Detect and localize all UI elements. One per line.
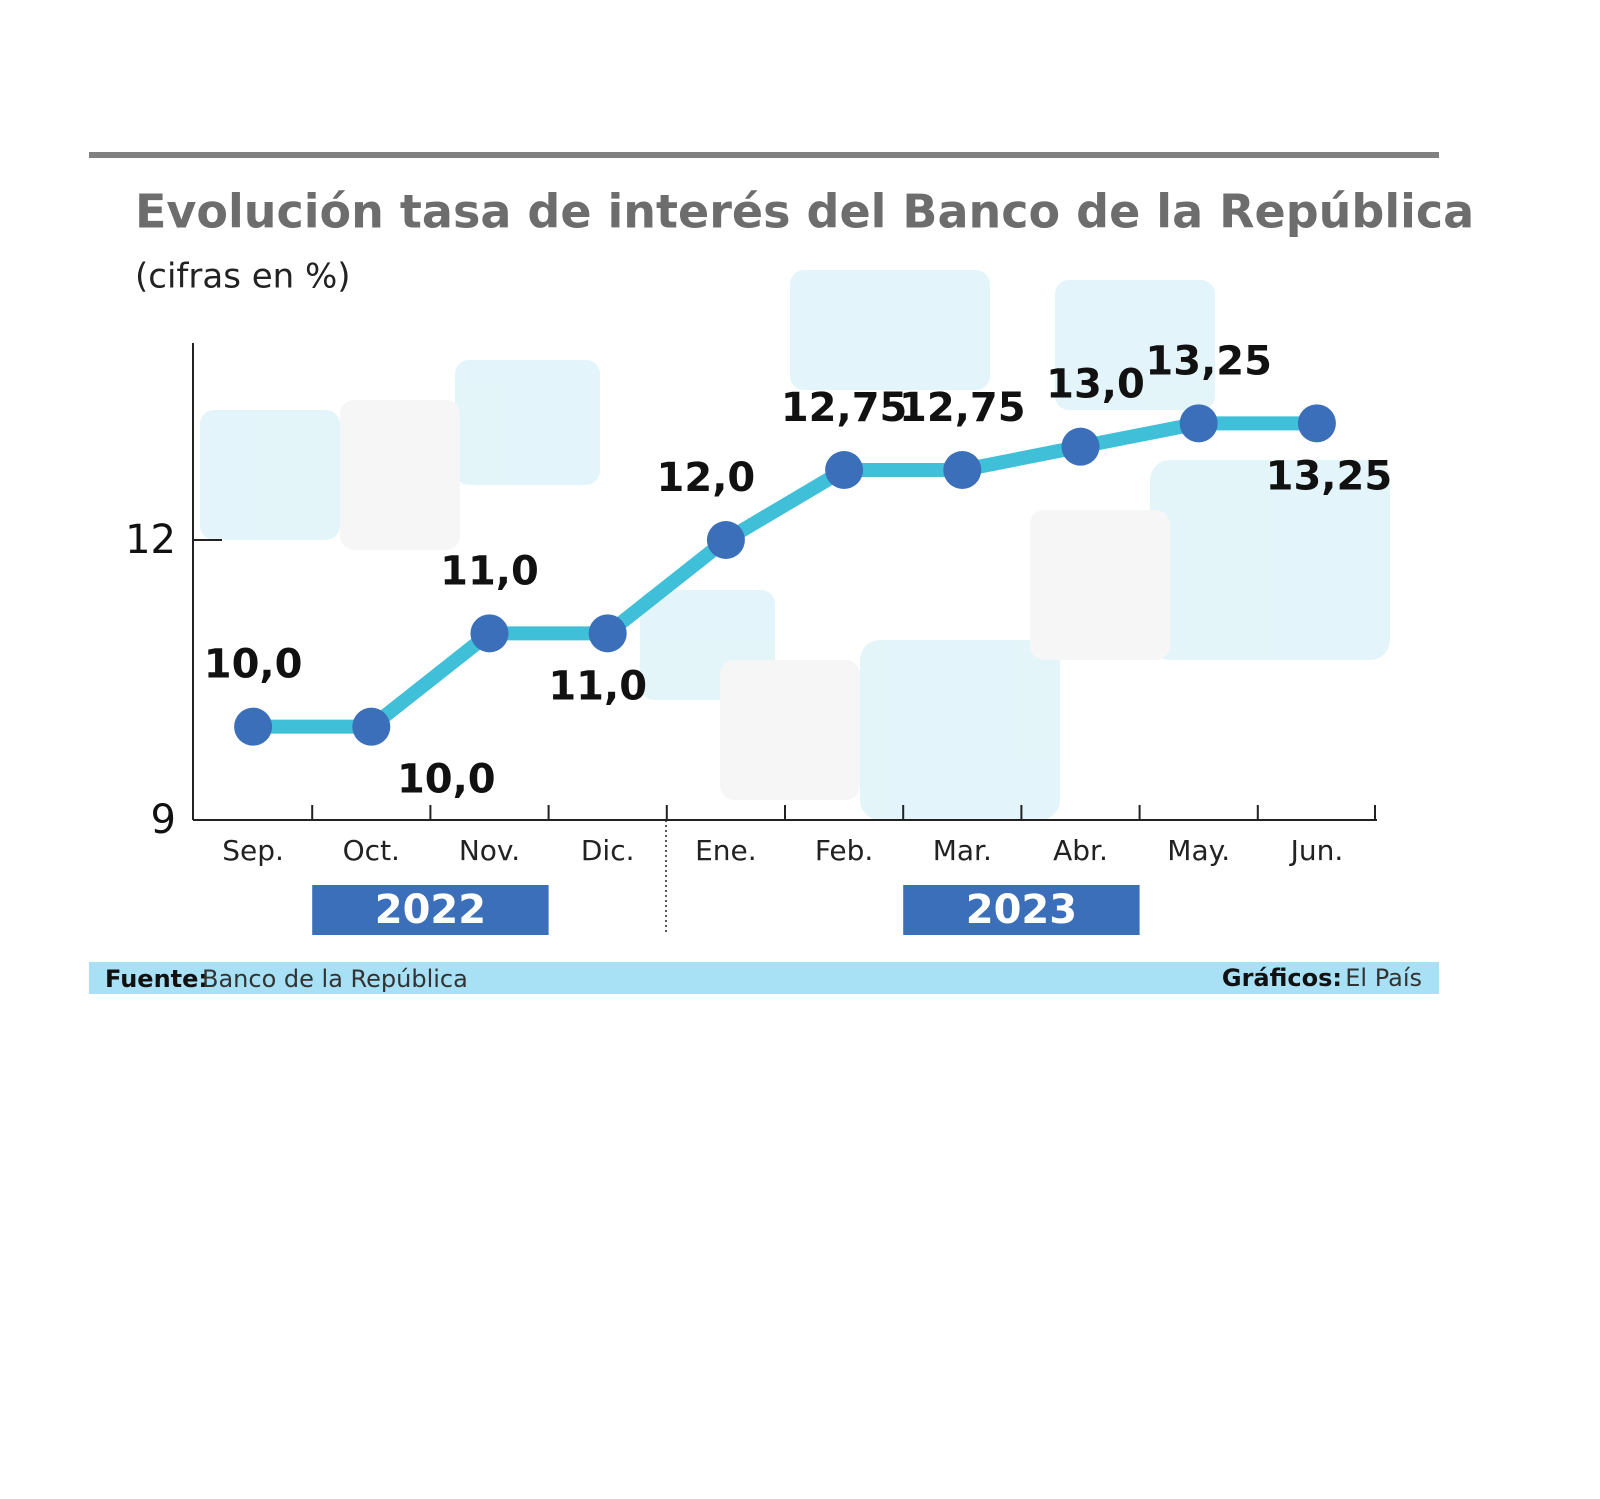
value-label: 10,0	[397, 757, 496, 803]
line	[253, 416, 1317, 734]
value-label: 10,0	[204, 642, 303, 688]
x-tick-label: May.	[1167, 834, 1230, 867]
x-tick-label: Dic.	[581, 834, 635, 867]
value-label: 12,0	[657, 455, 756, 501]
x-tick-label: Abr.	[1053, 834, 1108, 867]
x-tick-label: Ene.	[695, 834, 757, 867]
value-label: 12,75	[781, 385, 908, 431]
marker	[234, 707, 273, 746]
chart-title: Evolución tasa de interés del Banco de l…	[135, 185, 1474, 239]
footer-bar	[89, 962, 1439, 994]
top-rule	[89, 152, 1439, 158]
marker	[943, 451, 982, 489]
marker	[825, 451, 864, 489]
y-tick-label: 12	[125, 517, 176, 563]
marker	[1297, 404, 1336, 443]
marker	[1179, 404, 1218, 443]
source: Banco de la República	[202, 965, 468, 993]
value-label: 13,25	[1266, 453, 1393, 499]
marker	[1061, 427, 1100, 466]
x-tick-label: Oct.	[343, 834, 400, 867]
credit: El País	[1345, 964, 1422, 992]
year-label: 2022	[375, 887, 486, 933]
source-label: Fuente:	[105, 965, 208, 993]
value-label: 11,0	[440, 548, 539, 594]
value-label: 11,0	[548, 663, 647, 709]
die	[1150, 460, 1390, 660]
die	[200, 410, 340, 540]
marker	[470, 614, 509, 653]
die	[860, 640, 1060, 820]
year-box	[312, 885, 549, 935]
die	[455, 360, 600, 485]
y-tick-label: 9	[151, 797, 176, 843]
x-tick-label: Mar.	[933, 834, 992, 867]
x-tick-label: Nov.	[459, 834, 520, 867]
year-label: 2023	[966, 887, 1077, 933]
marker	[706, 521, 745, 559]
die	[1055, 280, 1215, 410]
chart-subtitle: (cifras en %)	[135, 257, 351, 297]
credit-label: Gráficos:	[1222, 964, 1342, 992]
year-box	[903, 885, 1140, 935]
die	[340, 400, 460, 550]
value-label: 13,0	[1046, 362, 1145, 408]
marker	[588, 614, 627, 653]
die	[720, 660, 860, 800]
die	[790, 270, 990, 390]
x-tick-label: Sep.	[222, 834, 284, 867]
die	[1030, 510, 1170, 660]
x-tick-label: Jun.	[1289, 834, 1344, 867]
marker	[352, 707, 391, 746]
value-label: 12,75	[899, 385, 1026, 431]
background-decoration	[200, 270, 1390, 820]
value-label: 13,25	[1145, 338, 1272, 384]
x-tick-label: Feb.	[815, 834, 873, 867]
